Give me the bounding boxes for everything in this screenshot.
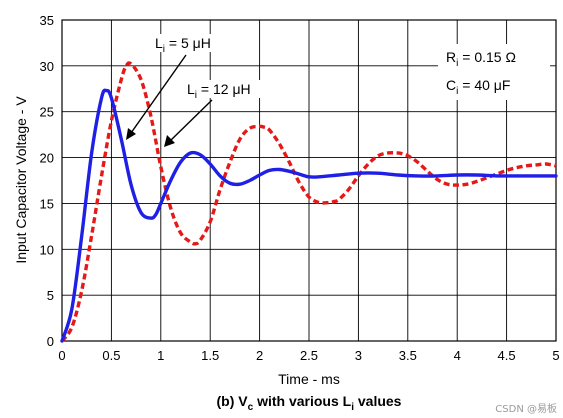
label-bg-li5	[150, 34, 230, 52]
y-tick-label: 20	[40, 151, 54, 166]
annotation-li12: Li = 12 μH	[187, 81, 251, 101]
arrow-li5	[126, 54, 187, 140]
x-tick-label: 4.5	[498, 348, 516, 363]
x-tick-label: 4	[454, 348, 461, 363]
plot-frame	[61, 19, 557, 342]
x-tick-label: 2	[256, 348, 263, 363]
x-tick-labels: 0 0.5 1 1.5 2 2.5 3 3.5 4 4.5 5	[58, 348, 559, 363]
annotation-ri: Ri = 0.15 Ω	[446, 49, 516, 69]
series-lines	[60, 61, 558, 343]
chart-caption: (b) Vc with various Li values	[217, 393, 402, 413]
x-tick-label: 5	[552, 348, 559, 363]
series-line-li-12uh	[60, 61, 557, 343]
x-tick-label: 1	[157, 348, 164, 363]
y-tick-labels: 0 5 10 15 20 25 30 35	[40, 13, 54, 349]
arrow-li12	[164, 99, 213, 147]
y-tick-label: 35	[40, 13, 54, 28]
x-tick-label: 3	[355, 348, 362, 363]
annotation-ci: Ci = 40 μF	[446, 77, 510, 97]
y-tick-label: 0	[47, 334, 54, 349]
y-tick-label: 15	[40, 196, 54, 211]
y-tick-label: 10	[40, 242, 54, 257]
x-tick-label: 0	[58, 348, 65, 363]
y-tick-label: 25	[40, 105, 54, 120]
x-tick-label: 2.5	[300, 348, 318, 363]
annotation-li5: Li = 5 μH	[155, 35, 211, 55]
x-tick-label: 3.5	[399, 348, 417, 363]
y-axis-title: Input Capacitor Voltage - V	[13, 96, 29, 264]
y-tick-label: 5	[47, 288, 54, 303]
y-tick-label: 30	[40, 59, 54, 74]
x-axis-title: Time - ms	[278, 371, 340, 387]
x-tick-label: 0.5	[102, 348, 120, 363]
label-bg-params	[438, 44, 550, 100]
label-bg-li12	[182, 80, 268, 98]
x-tick-label: 1.5	[201, 348, 219, 363]
watermark: CSDN @易板	[495, 402, 557, 415]
series-line-li-5uh	[60, 88, 558, 343]
